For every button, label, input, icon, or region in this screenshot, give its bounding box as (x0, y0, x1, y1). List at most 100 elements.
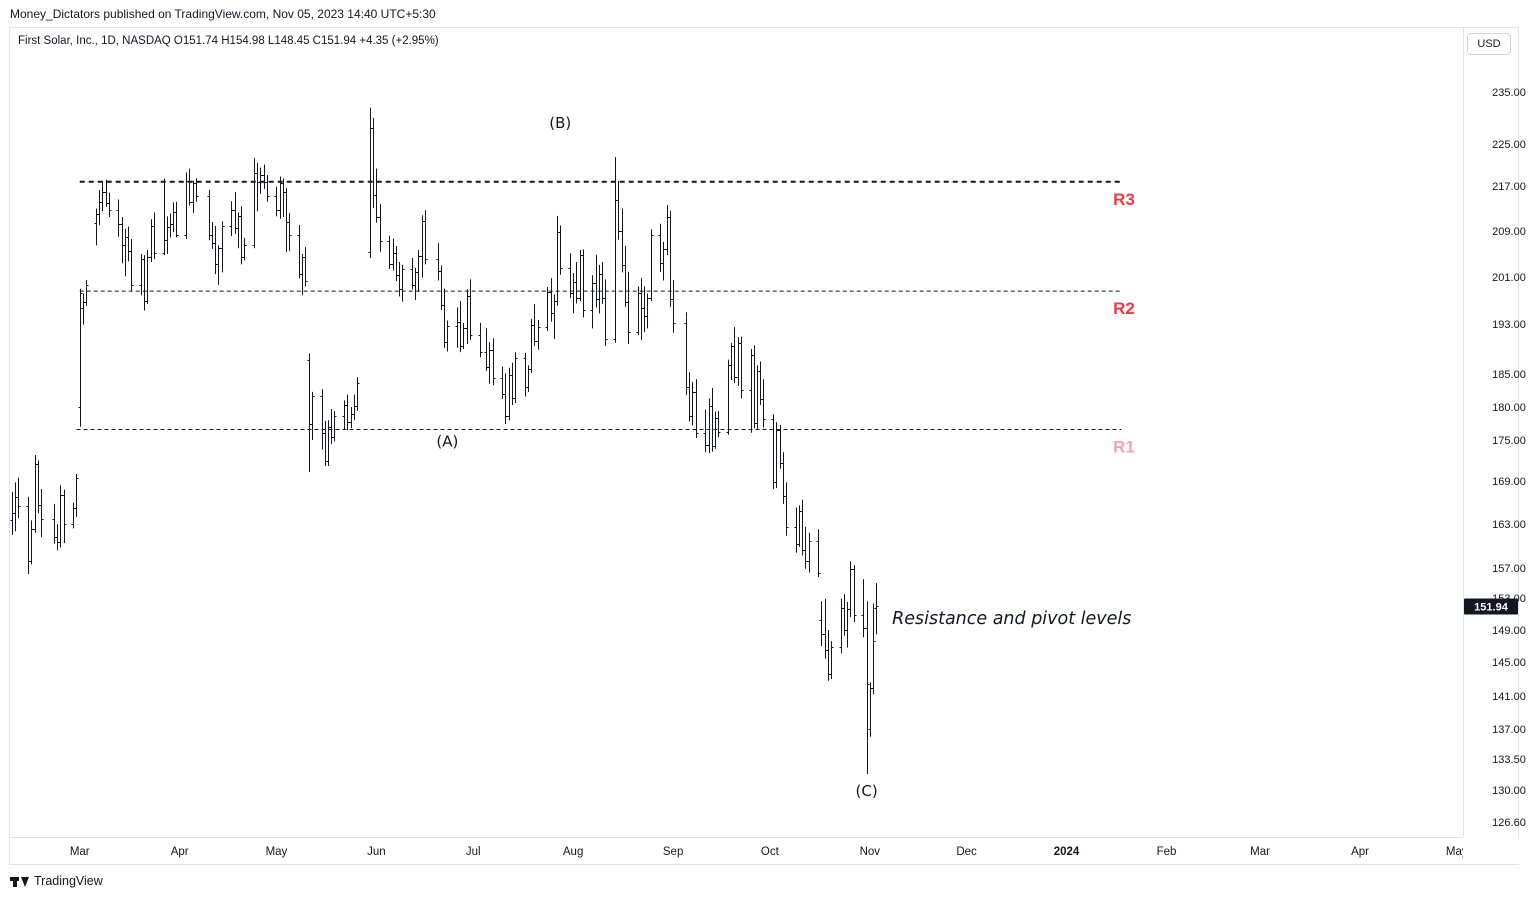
ohlc-bar (71, 502, 76, 529)
ohlc-bar (716, 410, 721, 438)
tradingview-footer[interactable]: TradingView (10, 874, 103, 888)
ohlc-bar (26, 496, 31, 574)
ohlc-bar (839, 598, 844, 654)
level-label-r3: R3 (1113, 190, 1135, 209)
chart-pane[interactable] (9, 27, 1519, 865)
ohlc-bar (684, 312, 689, 396)
annotation-text: Resistance and pivot levels (892, 609, 1131, 629)
ohlc-bar (207, 189, 212, 241)
ohlc-bar (465, 289, 470, 344)
ohlc-bar (555, 215, 560, 306)
ohlc-bar (332, 410, 337, 442)
axis-corner (1463, 838, 1523, 864)
ohlc-bar (33, 455, 38, 533)
ohlc-bar (233, 192, 238, 234)
ohlc-bar (239, 206, 244, 265)
time-axis-tick: Sep (663, 846, 683, 858)
ohlc-bar (213, 225, 218, 275)
ohlc-bar (826, 630, 831, 681)
ohlc-bar (320, 389, 325, 450)
ohlc-bar (491, 338, 496, 386)
ohlc-bar (171, 202, 176, 233)
price-axis-tick: 149.00 (1492, 625, 1526, 637)
level-label-r1: R1 (1113, 437, 1135, 456)
time-axis-tick: May (266, 846, 288, 858)
price-axis-tick: 126.60 (1492, 817, 1526, 829)
ohlc-bar (281, 178, 286, 217)
time-axis-border (9, 837, 1463, 838)
ohlc-bar (139, 254, 144, 296)
ohlc-bar (729, 342, 734, 380)
ohlc-bar (571, 272, 576, 314)
ohlc-bar (58, 485, 63, 548)
ohlc-bar (503, 373, 508, 425)
price-axis-tick: 145.00 (1492, 657, 1526, 669)
ohlc-bar (265, 174, 270, 202)
ohlc-bar (236, 212, 241, 249)
ohlc-bar (149, 219, 154, 263)
ohlc-bar (81, 293, 86, 325)
ohlc-bar (323, 420, 328, 466)
ohlc-bar (145, 249, 150, 305)
ohlc-bar (229, 201, 234, 237)
ohlc-bar (523, 352, 528, 397)
ohlc-bar (581, 249, 586, 318)
ohlc-bar (349, 407, 354, 429)
ohlc-bar (410, 258, 415, 290)
time-axis-tick: 2024 (1054, 846, 1080, 858)
ohlc-bar (816, 529, 821, 577)
ohlc-bar (297, 224, 302, 279)
last-price-label: 151.94 (1474, 601, 1509, 613)
ohlc-bar (174, 201, 179, 238)
price-axis-tick: 225.00 (1492, 139, 1526, 151)
ohlc-bar (371, 118, 376, 208)
ohlc-bar (671, 279, 676, 333)
ohlc-bar (713, 411, 718, 449)
tradingview-logo-icon (10, 875, 30, 887)
ohlc-bar (194, 178, 199, 202)
ohlc-bar (778, 424, 783, 469)
ohlc-bar (558, 225, 563, 275)
ohlc-bar (62, 489, 67, 544)
ohlc-bar (603, 279, 608, 346)
ohlc-bar (842, 594, 847, 636)
ohlc-bar (620, 208, 625, 273)
price-axis-tick: 193.00 (1492, 319, 1526, 331)
ohlc-bar (536, 319, 541, 350)
ohlc-bar (690, 381, 695, 426)
ohlc-bar (191, 180, 196, 213)
ohlc-bar (400, 264, 405, 302)
ohlc-bar (242, 237, 247, 261)
ohlc-bar (626, 271, 631, 344)
ohlc-bar (800, 499, 805, 556)
ohlc-bar (658, 223, 663, 272)
ohlc-bar (355, 377, 360, 411)
ohlc-bar (329, 408, 334, 445)
ohlc-bar (216, 245, 221, 285)
ohlc-bar (513, 352, 518, 404)
ohlc-bar (123, 228, 128, 277)
ohlc-bar (574, 262, 579, 304)
ohlc-bar (749, 349, 754, 433)
ohlc-bar (616, 180, 621, 240)
time-axis-tick: Nov (860, 846, 881, 858)
time-axis-tick: Apr (1351, 846, 1369, 858)
ohlc-bar (378, 204, 383, 252)
wave-label: (B) (549, 114, 571, 132)
ohlc-bar (120, 216, 125, 264)
ohlc-bar (623, 245, 628, 307)
time-axis-tick: Jun (367, 846, 386, 858)
price-axis-tick: 235.00 (1492, 87, 1526, 99)
price-axis-tick: 169.00 (1492, 476, 1526, 488)
ohlc-bar (468, 279, 473, 341)
time-axis-tick: Oct (761, 846, 780, 858)
ohlc-bar (126, 226, 131, 262)
ohlc-bar (784, 482, 789, 536)
ohlc-bar (703, 409, 708, 453)
price-axis-tick: 130.00 (1492, 785, 1526, 797)
ohlc-bar (162, 178, 167, 256)
ohlc-bar (771, 414, 776, 489)
ohlc-bar (803, 526, 808, 569)
currency-button[interactable]: USD (1467, 33, 1511, 55)
